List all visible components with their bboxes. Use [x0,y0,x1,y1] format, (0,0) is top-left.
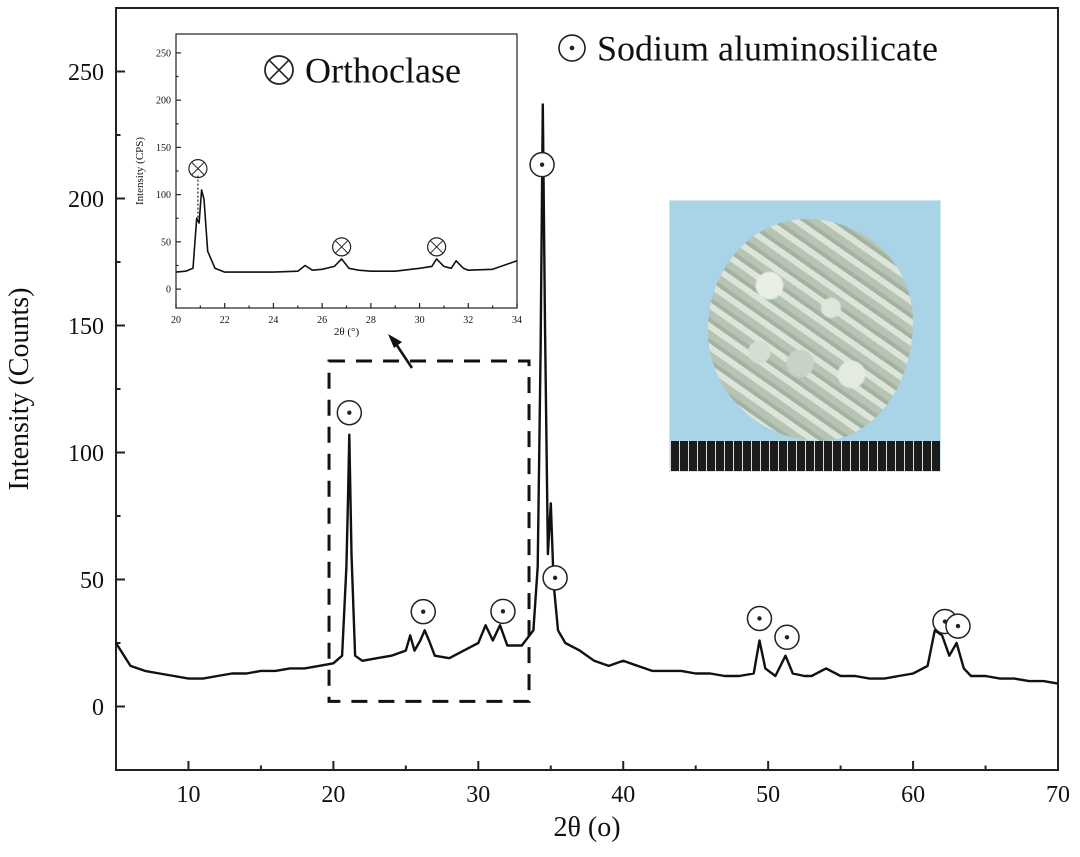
zoom-arrow-head [388,334,402,348]
main-xtick-label-2: 30 [466,782,490,808]
inset-ytick-label-1: 50 [161,237,171,248]
inset-y-axis-title: Intensity (CPS) [134,137,146,205]
inset-legend-label-0: Orthoclase [305,51,461,91]
inset-peak-marker-0 [188,159,208,179]
main-peak-marker-4 [542,565,568,591]
main-xtick-label-3: 40 [611,782,635,808]
inset-peak-marker-2-cross-b [429,240,444,254]
inset-ytick-label-4: 200 [156,96,171,107]
main-xtick-label-1: 20 [321,782,345,808]
main-peak-marker-2 [490,598,516,625]
main-ytick-label-4: 200 [68,187,104,213]
inset-xtick-label-4: 28 [366,315,376,326]
inset-xtick-label-7: 34 [512,315,522,326]
inset-ytick-label-5: 250 [156,48,171,59]
inset-series-line-0 [175,189,518,273]
main-peak-marker-5-dot [757,616,762,621]
main-peak-marker-5 [746,605,773,632]
inset-xtick-label-2: 24 [268,315,278,326]
inset-peak-marker-1-cross-b [334,240,349,254]
scale-ruler [670,441,940,471]
inset-chart: 20 22 24 26 28 30 32 34 0 50 100 150 200 250 2θ (°) Int… [134,33,522,338]
main-y-axis-title: Intensity (Counts) [4,288,35,491]
main-peak-marker-8-dot [955,623,961,629]
main-ytick-label-5: 250 [68,60,104,86]
main-peak-marker-3-dot [539,162,545,167]
main-peak-marker-2-dot [500,609,506,614]
main-xtick-label-0: 10 [176,782,200,808]
main-xtick-label-4: 50 [756,782,780,808]
main-peak-marker-6-dot [784,635,790,640]
inset-xtick-label-0: 20 [171,315,181,326]
main-ytick-label-1: 50 [80,568,104,594]
inset-legend-marker-0-cross-b [268,59,290,81]
sample-photo [669,200,941,472]
zoom-arrow-shaft [394,343,414,369]
main-xtick-label-6: 70 [1046,782,1070,808]
inset-ytick-label-0: 0 [166,285,171,296]
inset-peak-marker-2 [427,237,447,257]
inset-plot-frame [175,33,518,309]
inset-legend-marker-0 [264,55,294,85]
inset-peak-marker-0-cross-b [191,161,205,176]
main-ytick-label-2: 100 [68,441,104,467]
main-x-axis-title: 2θ (o) [553,812,620,843]
main-peak-marker-6 [774,624,800,651]
inset-ytick-label-3: 150 [156,143,171,154]
main-ytick-label-0: 0 [92,695,104,721]
inset-xtick-label-6: 32 [463,315,473,326]
main-peak-marker-0 [336,399,363,426]
inset-x-axis-title: 2θ (°) [334,326,360,338]
inset-peak-marker-1 [332,237,352,257]
main-legend-label-0: Sodium aluminosilicate [597,29,938,69]
main-series-line-0 [114,103,1059,685]
granule-pile [708,219,913,441]
inset-xtick-label-5: 30 [415,315,425,326]
main-xtick-label-5: 60 [901,782,925,808]
main-peak-marker-3 [529,151,555,178]
main-peak-marker-8 [945,613,971,639]
main-peak-marker-0-dot [347,410,352,415]
main-peak-marker-1 [410,598,436,625]
main-peak-marker-1-dot [421,609,426,614]
inset-xtick-label-1: 22 [220,315,230,326]
main-legend-marker-0 [558,34,586,62]
inset-ytick-label-2: 100 [156,190,171,201]
main-ytick-label-3: 150 [68,314,104,340]
main-legend-marker-0-dot [569,45,575,51]
inset-xtick-label-3: 26 [317,315,327,326]
main-peak-marker-4-dot [552,575,558,581]
